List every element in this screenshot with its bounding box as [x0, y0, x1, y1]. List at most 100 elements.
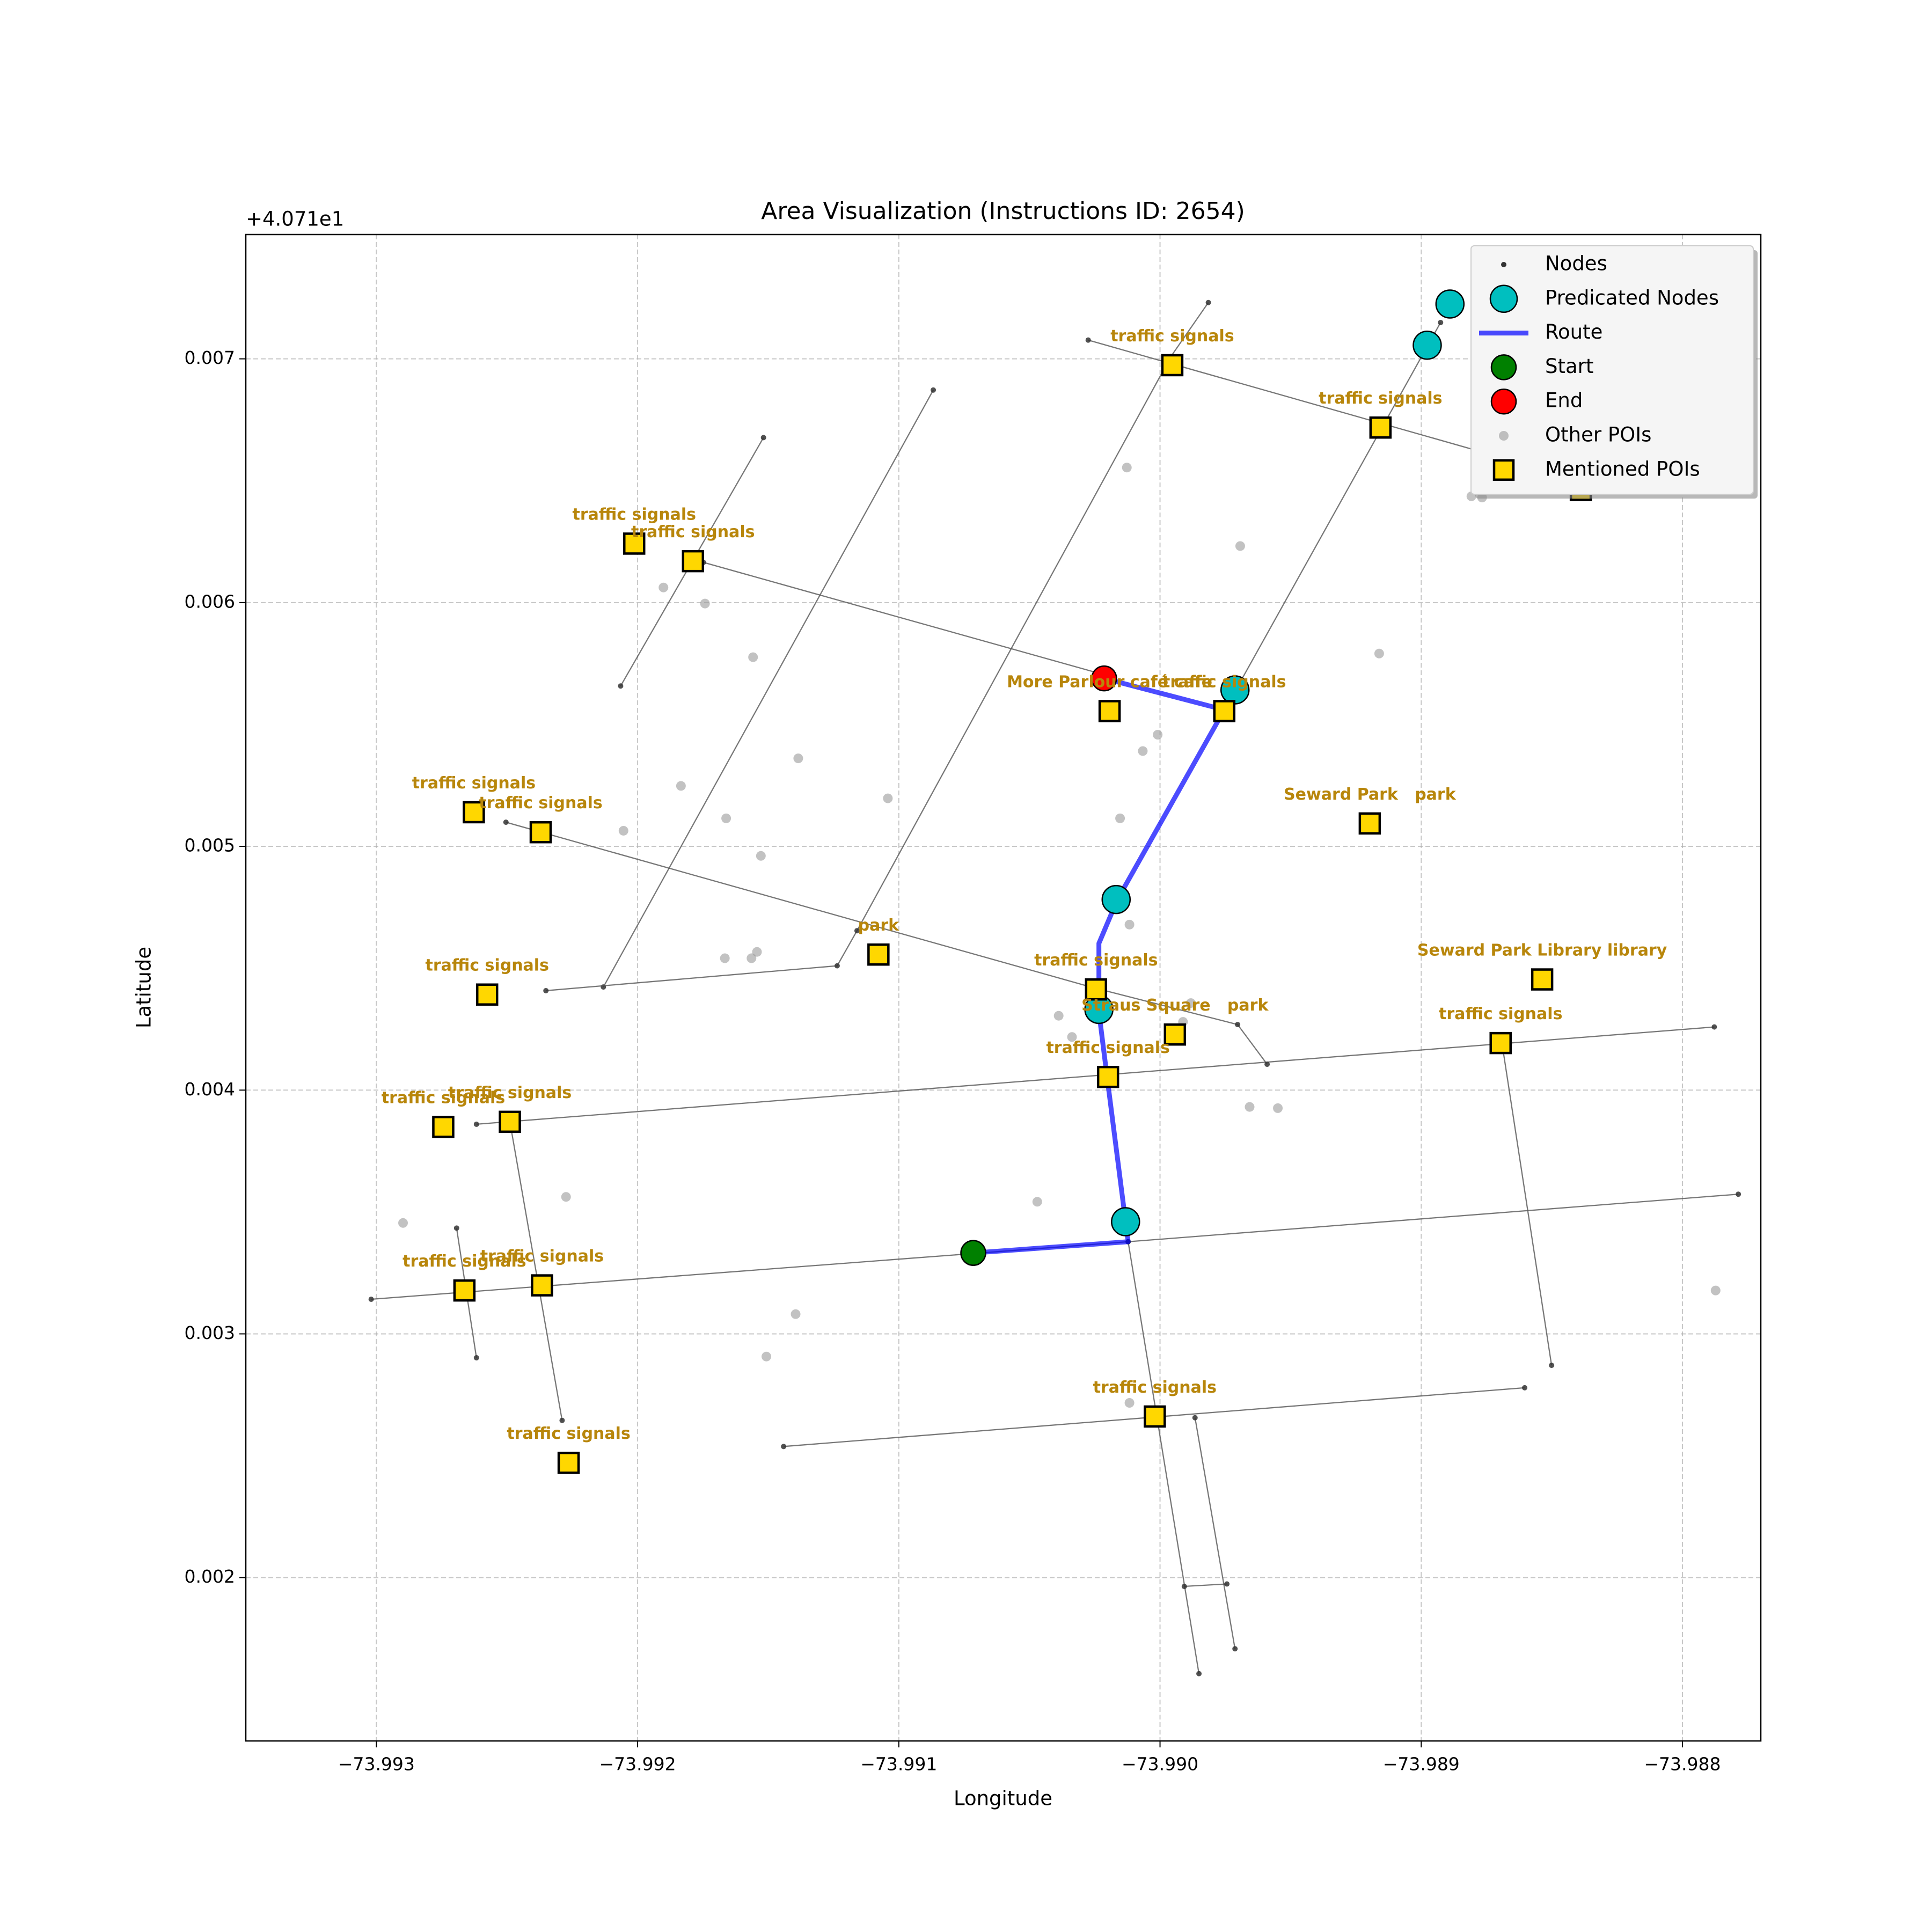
other-poi: [756, 851, 766, 861]
legend-label: Predicated Nodes: [1545, 286, 1719, 309]
node: [931, 387, 936, 393]
mentioned-poi: [475, 983, 499, 1006]
poi-label: traffic signals: [412, 774, 536, 793]
node: [503, 819, 509, 825]
y-tick-label: 0.002: [185, 1566, 235, 1587]
node: [368, 1296, 374, 1302]
poi-label: traffic signals: [1439, 1005, 1562, 1023]
node: [1196, 1671, 1202, 1677]
node: [618, 683, 624, 689]
other-poi: [752, 947, 762, 957]
y-tick-label: 0.003: [185, 1322, 235, 1343]
y-tick-label: 0.007: [185, 347, 235, 368]
poi-label: traffic signals: [1319, 389, 1442, 408]
other-poi: [1138, 746, 1148, 756]
other-poi: [1710, 1285, 1721, 1296]
other-poi: [658, 582, 669, 592]
node: [1181, 1584, 1187, 1590]
other-poi: [720, 953, 730, 963]
node: [1085, 337, 1091, 343]
poi-label: traffic signals: [1093, 1378, 1217, 1397]
legend-marker: [1501, 262, 1506, 267]
x-tick-label: −73.993: [338, 1754, 415, 1775]
legend-marker: [1499, 431, 1509, 441]
poi-label: traffic signals: [402, 1252, 526, 1271]
other-poi: [1124, 1398, 1135, 1408]
chart-title: Area Visualization (Instructions ID: 265…: [761, 197, 1245, 225]
other-poi: [618, 825, 628, 836]
legend-marker: [1490, 354, 1517, 380]
y-tick-label: 0.004: [185, 1079, 235, 1100]
mentioned-poi: [1163, 1023, 1187, 1046]
node: [760, 435, 766, 441]
other-poi: [1185, 998, 1196, 1008]
mentioned-poi: [1098, 700, 1121, 722]
other-poi: [1273, 1103, 1283, 1113]
other-poi: [561, 1192, 571, 1202]
legend-label: Nodes: [1545, 252, 1607, 275]
predicated-node: [1111, 1207, 1140, 1236]
node: [1264, 1062, 1270, 1067]
other-poi: [1053, 1011, 1064, 1021]
street: [603, 390, 934, 987]
poi-label: traffic signals: [1034, 951, 1158, 970]
other-poi: [1122, 463, 1132, 473]
node: [1224, 1581, 1230, 1587]
other-poi: [1067, 1032, 1077, 1042]
street: [703, 561, 1104, 676]
other-poi: [762, 1351, 772, 1362]
node: [1438, 319, 1444, 325]
node: [473, 1355, 479, 1360]
node: [834, 963, 840, 969]
x-tick-label: −73.991: [860, 1754, 937, 1775]
street: [1501, 1043, 1553, 1366]
poi-label: Straus Square park: [1081, 996, 1269, 1015]
legend-marker: [1489, 284, 1518, 313]
y-axis-label: Latitude: [133, 947, 156, 1028]
other-poi: [700, 598, 710, 609]
x-tick-label: −73.988: [1644, 1754, 1721, 1775]
node: [1711, 1024, 1717, 1030]
poi-label: traffic signals: [1162, 672, 1286, 691]
node: [1205, 299, 1211, 305]
legend-label: Route: [1545, 320, 1602, 343]
street: [1128, 1241, 1200, 1674]
legend-marker: [1492, 459, 1515, 481]
other-poi: [1374, 648, 1384, 658]
mentioned-poi: [463, 801, 485, 824]
axes-frame: [245, 233, 1762, 1742]
node: [1235, 1022, 1241, 1028]
x-tick-label: −73.990: [1122, 1754, 1198, 1775]
mentioned-poi: [1085, 978, 1108, 1001]
predicated-node: [1101, 884, 1131, 914]
other-poi: [748, 652, 758, 662]
poi-label: traffic signals: [382, 1088, 505, 1107]
legend-marker: [1490, 388, 1517, 415]
mentioned-poi: [623, 532, 646, 555]
y-tick-label: 0.006: [185, 591, 235, 612]
mentioned-poi: [1144, 1405, 1166, 1428]
mentioned-poi: [1358, 812, 1381, 835]
node: [453, 1225, 459, 1231]
street: [509, 1122, 563, 1421]
street: [1194, 1417, 1236, 1649]
poi-label: traffic signals: [507, 1424, 630, 1443]
other-poi: [721, 813, 731, 823]
poi-label: More Parlour café cafe: [1007, 672, 1212, 691]
poi-label: traffic signals: [480, 1247, 604, 1266]
predicated-node: [1435, 289, 1465, 319]
legend-label: Start: [1545, 355, 1593, 378]
other-poi: [1032, 1197, 1042, 1207]
mentioned-poi: [557, 1451, 580, 1474]
mentioned-poi: [531, 1274, 553, 1297]
poi-label: Seward Park park: [1284, 785, 1457, 804]
x-tick-label: −73.989: [1383, 1754, 1460, 1775]
start-point: [960, 1240, 986, 1266]
poi-label: park: [858, 916, 900, 935]
other-poi: [398, 1218, 408, 1228]
mentioned-poi: [453, 1279, 476, 1302]
node: [473, 1121, 479, 1127]
other-poi: [747, 953, 757, 963]
node: [1232, 1646, 1238, 1652]
other-poi: [1115, 813, 1125, 823]
